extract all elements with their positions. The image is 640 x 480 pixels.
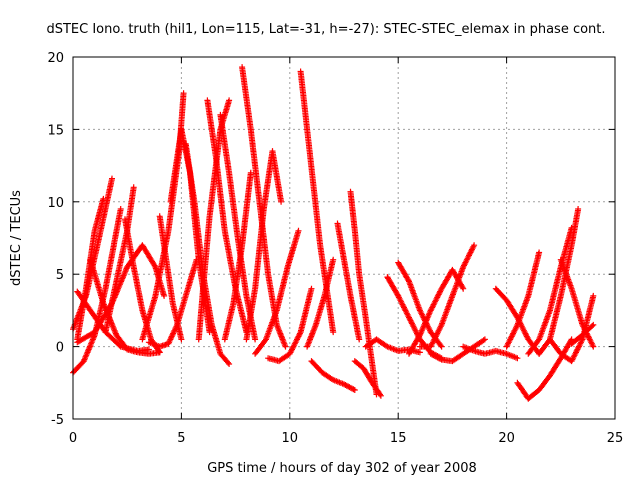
grid xyxy=(73,57,615,419)
series-21 xyxy=(297,68,337,336)
series-27-markers xyxy=(362,336,423,356)
series-26-markers xyxy=(351,358,384,399)
x-tick-label-4: 20 xyxy=(498,431,515,446)
series-31-markers xyxy=(416,242,478,350)
series-16-markers xyxy=(221,169,254,343)
series-24 xyxy=(334,220,363,343)
y-axis-label: dSTEC / TECUs xyxy=(9,190,24,286)
y-tick-label-0: -5 xyxy=(51,413,64,428)
y-tick-label-1: 0 xyxy=(56,341,64,356)
x-axis-label: GPS time / hours of day 302 of year 2008 xyxy=(207,461,477,476)
series-23 xyxy=(304,256,337,350)
series-8 xyxy=(139,90,187,343)
plot-frame xyxy=(72,56,616,420)
series-31 xyxy=(416,242,478,350)
series-13 xyxy=(195,97,233,343)
series-37 xyxy=(525,224,575,357)
series-39-markers xyxy=(557,256,597,350)
y-tick-label-4: 15 xyxy=(47,123,64,138)
series-39 xyxy=(557,256,597,350)
series-16 xyxy=(221,169,254,343)
series-20-markers xyxy=(265,285,315,365)
series-19 xyxy=(252,227,302,357)
series-36 xyxy=(514,336,575,402)
series-24-markers xyxy=(334,220,363,343)
series-10-markers xyxy=(145,256,200,350)
x-tick-label-5: 25 xyxy=(607,431,624,446)
series-33-markers xyxy=(460,343,521,362)
series-19-markers xyxy=(252,227,302,357)
series-20 xyxy=(265,285,315,365)
x-tick-label-1: 5 xyxy=(177,431,185,446)
x-tick-label-0: 0 xyxy=(69,431,77,446)
tick-labels: 0 5 10 15 20 25 -5 0 5 10 15 20 xyxy=(47,51,623,446)
series-21-markers xyxy=(297,68,337,336)
series-8-markers xyxy=(139,90,187,343)
series-41 xyxy=(568,321,597,347)
series-10 xyxy=(145,256,200,350)
series-27 xyxy=(362,336,423,356)
series-22 xyxy=(308,358,358,393)
series-18 xyxy=(243,148,285,343)
series-25-markers xyxy=(347,188,380,398)
series-18-markers xyxy=(243,148,285,343)
series-37-markers xyxy=(525,224,575,357)
y-tick-label-3: 10 xyxy=(47,196,64,211)
chart-title: dSTEC Iono. truth (hil1, Lon=115, Lat=-3… xyxy=(46,22,605,37)
series-35-markers xyxy=(503,249,543,350)
series-group xyxy=(70,64,597,402)
series-33 xyxy=(460,343,521,362)
series-26 xyxy=(351,358,384,399)
series-35 xyxy=(503,249,543,350)
series-25 xyxy=(347,188,380,398)
ticks xyxy=(72,56,616,420)
x-tick-label-3: 15 xyxy=(390,431,407,446)
y-tick-label-2: 5 xyxy=(56,268,64,283)
series-41-markers xyxy=(568,321,597,347)
series-22-markers xyxy=(308,358,358,393)
y-tick-label-5: 20 xyxy=(47,51,64,66)
x-tick-label-2: 10 xyxy=(282,431,299,446)
series-36-markers xyxy=(514,336,575,402)
series-13-markers xyxy=(195,97,233,343)
series-23-markers xyxy=(304,256,337,350)
